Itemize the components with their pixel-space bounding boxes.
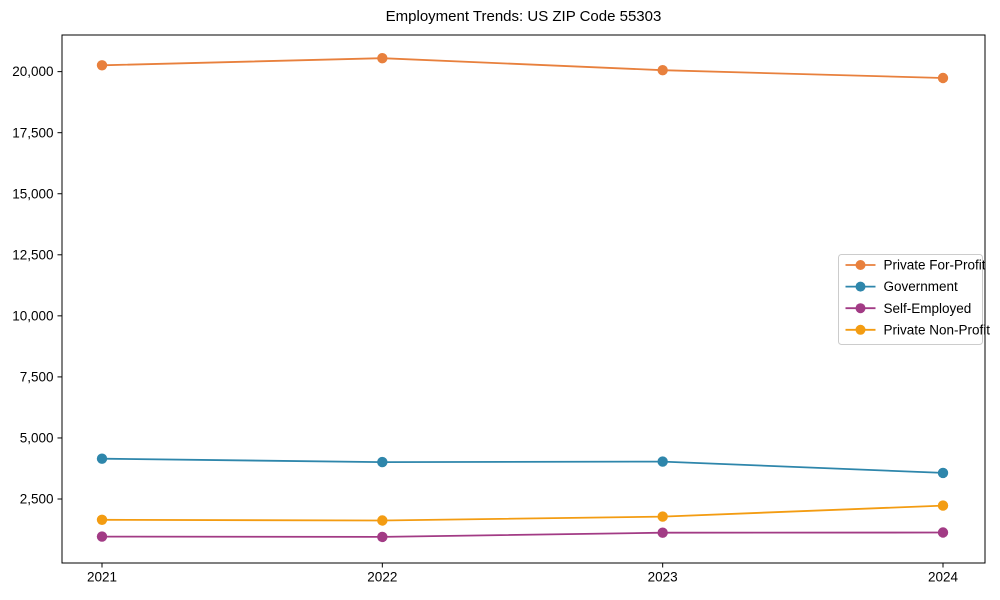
series-line-private-non-profit [101, 504, 944, 522]
chart-title: Employment Trends: US ZIP Code 55303 [385, 8, 662, 25]
x-axis: 2021 2022 2023 2024 [87, 563, 959, 585]
data-point-government-2021 [96, 453, 108, 464]
legend-marker-government [855, 281, 866, 292]
legend-entry-private-for-profit: Private For-Profit [845, 258, 986, 273]
data-point-private-non-profit-2022 [377, 515, 388, 526]
legend: Private For-Profit Government Self-Employe… [838, 254, 991, 345]
legend-marker-self-employed [855, 303, 866, 314]
series-government [96, 453, 949, 479]
data-point-self-employed-2024 [937, 527, 949, 538]
data-point-government-2023 [657, 456, 668, 467]
legend-entry-self-employed: Self-Employed [845, 301, 972, 316]
legend-marker-private-for-profit [855, 260, 866, 270]
y-axis-tick-label: 5,000 [20, 431, 54, 446]
data-point-private-non-profit-2021 [96, 514, 108, 525]
legend-marker-private-non-profit [855, 324, 866, 335]
x-axis-tick-label: 2024 [928, 570, 959, 585]
data-point-self-employed-2023 [657, 527, 668, 538]
x-axis-tick-label: 2021 [87, 570, 117, 585]
y-axis-tick-label: 17,500 [12, 125, 53, 140]
legend-label-private-for-profit: Private For-Profit [884, 258, 986, 273]
legend-box [838, 254, 983, 345]
series-line-private-for-profit [101, 57, 944, 79]
data-point-private-non-profit-2024 [937, 500, 949, 511]
series-self-employed [96, 527, 949, 543]
data-point-private-for-profit-2023 [657, 65, 668, 76]
legend-entry-government: Government [845, 279, 959, 294]
y-axis-tick-label: 2,500 [20, 492, 54, 507]
x-axis-tick-label: 2023 [648, 570, 678, 585]
y-axis-tick-label: 12,500 [12, 247, 53, 262]
y-axis-tick-label: 7,500 [20, 370, 54, 385]
data-point-self-employed-2021 [96, 531, 108, 542]
series-line-government [101, 457, 944, 474]
data-point-private-non-profit-2023 [657, 511, 668, 522]
data-point-private-for-profit-2024 [937, 72, 949, 84]
data-point-private-for-profit-2021 [96, 60, 108, 71]
legend-entry-private-non-profit: Private Non-Profit [845, 322, 991, 337]
y-axis-tick-label: 10,000 [12, 308, 53, 323]
legend-label-private-non-profit: Private Non-Profit [884, 322, 991, 337]
legend-label-self-employed: Self-Employed [884, 301, 972, 316]
series-private-non-profit [96, 500, 949, 526]
plot-border [61, 34, 986, 564]
y-axis-tick-label: 15,000 [12, 186, 53, 201]
legend-label-government: Government [884, 279, 959, 294]
series-line-self-employed [101, 531, 944, 538]
data-point-self-employed-2022 [377, 531, 388, 543]
data-point-government-2024 [937, 467, 949, 479]
data-point-private-for-profit-2022 [377, 53, 388, 64]
series-private-for-profit [96, 53, 949, 84]
y-axis-tick-label: 20,000 [12, 64, 53, 79]
y-axis: 2,500 5,000 7,500 10,000 12,500 15,000 17,500 2… [12, 64, 62, 507]
x-axis-tick-label: 2022 [367, 570, 397, 585]
data-point-government-2022 [377, 456, 388, 468]
